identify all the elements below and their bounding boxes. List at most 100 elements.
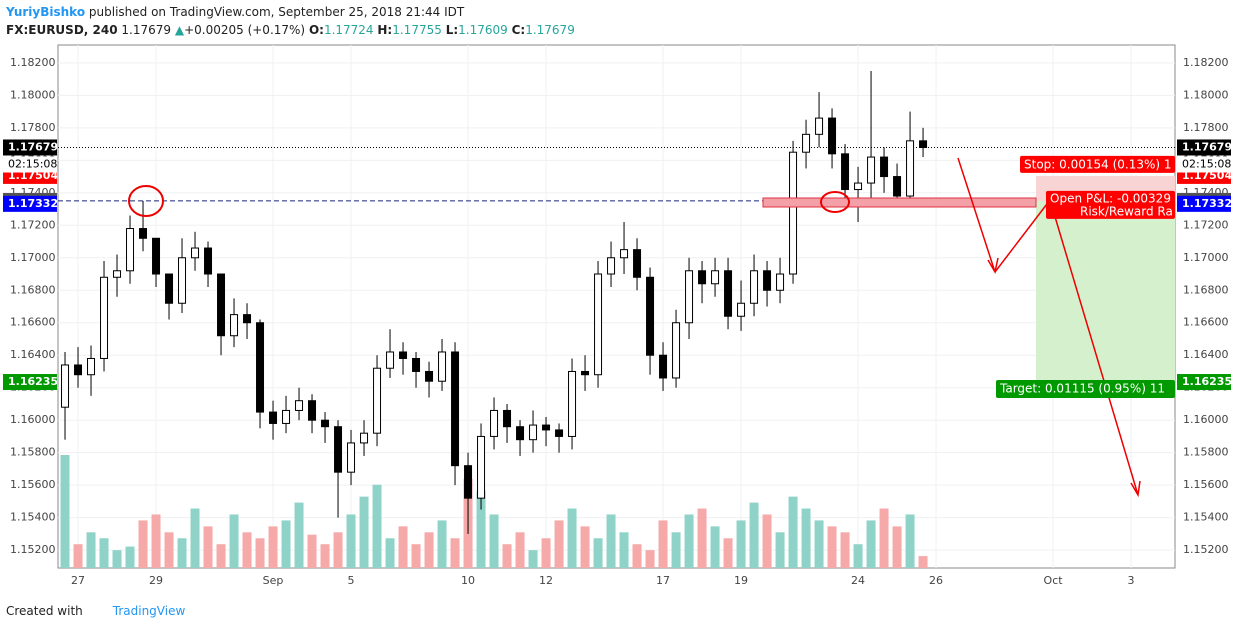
y-tick-label: 1.17200 <box>1183 218 1229 231</box>
volume-bar <box>372 484 382 568</box>
volume-bar <box>567 508 577 568</box>
y-tick-label: 1.16800 <box>10 283 56 296</box>
candle-body <box>763 270 772 291</box>
brand[interactable]: TradingView <box>112 604 186 618</box>
volume-bar <box>294 502 304 568</box>
volume-bar <box>60 455 70 568</box>
y-tick-label: 1.15200 <box>1183 543 1229 556</box>
price-label-bg <box>3 139 57 156</box>
y-tick-label: 1.15200 <box>10 543 56 556</box>
volume-bar <box>710 526 720 568</box>
candle-body <box>802 133 811 153</box>
price-label: 1.17679 <box>8 140 58 153</box>
arrow: ▲ <box>174 23 185 37</box>
candle-body <box>698 270 707 285</box>
y-tick-label: 1.17800 <box>1183 121 1229 134</box>
volume-bar <box>736 520 746 568</box>
volume-bar <box>840 532 850 568</box>
candle-body <box>841 153 850 191</box>
candle-body <box>789 151 798 275</box>
volume-bar <box>203 526 213 568</box>
volume-bar <box>801 508 811 568</box>
candle-body <box>295 400 304 411</box>
x-tick-label: 10 <box>461 574 475 587</box>
volume-bar <box>697 508 707 568</box>
x-tick-label: 27 <box>71 574 85 587</box>
h: 1.17755 <box>392 23 442 37</box>
candle-body <box>451 351 460 467</box>
volume-bar <box>866 520 876 568</box>
candle-body <box>126 228 135 272</box>
candle-body <box>425 370 434 382</box>
volume-bar <box>619 532 629 568</box>
volume-bar <box>788 496 798 568</box>
volume-bar <box>307 534 317 568</box>
l: 1.17609 <box>458 23 508 37</box>
candle-body <box>282 409 291 424</box>
volume-bar <box>658 520 668 568</box>
author[interactable]: YuriyBishko <box>6 5 86 19</box>
price-label-bg <box>1177 139 1231 156</box>
grid <box>58 45 1175 568</box>
y-tick-label: 1.17800 <box>10 121 56 134</box>
volume-bar <box>112 550 122 568</box>
volume-bar <box>437 520 447 568</box>
target-box <box>996 380 1175 399</box>
volume-bar <box>320 544 330 568</box>
candle-body <box>711 270 720 285</box>
volume-bar <box>333 532 343 568</box>
candle-body <box>594 273 603 376</box>
volume-bar <box>255 538 265 568</box>
candle-body <box>191 247 200 259</box>
volume-bar <box>242 532 252 568</box>
volume-bar <box>645 550 655 568</box>
created: Created with <box>6 604 83 618</box>
candle-body <box>308 400 317 421</box>
volume-bar <box>424 532 434 568</box>
x-tick-label: Oct <box>1044 574 1064 587</box>
candle-body <box>880 156 889 178</box>
y-tick-label: 1.17200 <box>10 218 56 231</box>
volume-bar <box>749 502 759 568</box>
candle-body <box>919 140 928 148</box>
candle-body <box>750 270 759 304</box>
candle-body <box>373 367 382 434</box>
axis-labels: 1.15200 1.15200 1.15400 1.15400 1.15600 1.156… <box>3 56 1232 587</box>
y-tick-label: 1.18000 <box>1183 88 1229 101</box>
candle-body <box>217 273 226 337</box>
volume-bar <box>268 526 278 568</box>
candle-body <box>581 370 590 376</box>
candles <box>61 70 928 534</box>
price-label-bg <box>3 374 57 391</box>
volume-bar <box>814 520 824 568</box>
countdown: 02:15:08 <box>1182 157 1231 170</box>
candle-body <box>438 351 447 382</box>
candle-body <box>776 273 785 291</box>
volume-bar <box>411 544 421 568</box>
candle-body <box>87 357 96 376</box>
y-tick-label: 1.15800 <box>1183 446 1229 459</box>
candle-body <box>503 409 512 428</box>
supply-zone <box>762 197 1037 208</box>
candle-body <box>529 424 538 441</box>
candle-body <box>165 273 174 304</box>
volume-bar <box>528 550 538 568</box>
chart: 1.15200 1.15200 1.15400 1.15400 1.15600 1.156… <box>3 44 1232 587</box>
y-tick-label: 1.15400 <box>10 511 56 524</box>
candle-body <box>412 357 421 372</box>
candle-body <box>360 432 369 444</box>
volume-bar <box>580 526 590 568</box>
candle-body <box>607 257 616 275</box>
x-tick-label: 3 <box>1128 574 1135 587</box>
candle-body <box>542 424 551 431</box>
volume-bar <box>164 532 174 568</box>
candle-body <box>204 247 213 275</box>
volume-bar <box>671 532 681 568</box>
candle-body <box>893 176 902 197</box>
candle-body <box>646 276 655 356</box>
symbol-line: FX:EURUSD, 240 1.17679 ▲+0.00205 (+0.17%… <box>6 21 575 39</box>
volume-bar <box>762 514 772 568</box>
candle-body <box>685 270 694 324</box>
candle-body <box>867 156 876 184</box>
target-text: Target: 0.01115 (0.95%) 11 <box>999 382 1165 396</box>
